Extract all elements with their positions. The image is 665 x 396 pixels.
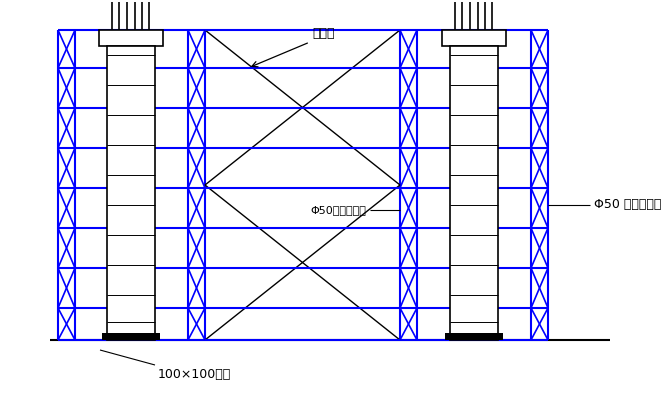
Bar — [107, 46, 155, 340]
Bar — [445, 333, 503, 340]
Text: 100×100方木: 100×100方木 — [158, 368, 231, 381]
Text: 人行桥: 人行桥 — [312, 27, 334, 40]
Text: Φ50 钉管脚手架: Φ50 钉管脚手架 — [594, 198, 662, 211]
Bar — [450, 46, 498, 340]
Bar — [442, 30, 506, 46]
Bar — [102, 333, 160, 340]
Bar — [99, 30, 163, 46]
Text: Φ50钉管脚手架: Φ50钉管脚手架 — [310, 205, 366, 215]
